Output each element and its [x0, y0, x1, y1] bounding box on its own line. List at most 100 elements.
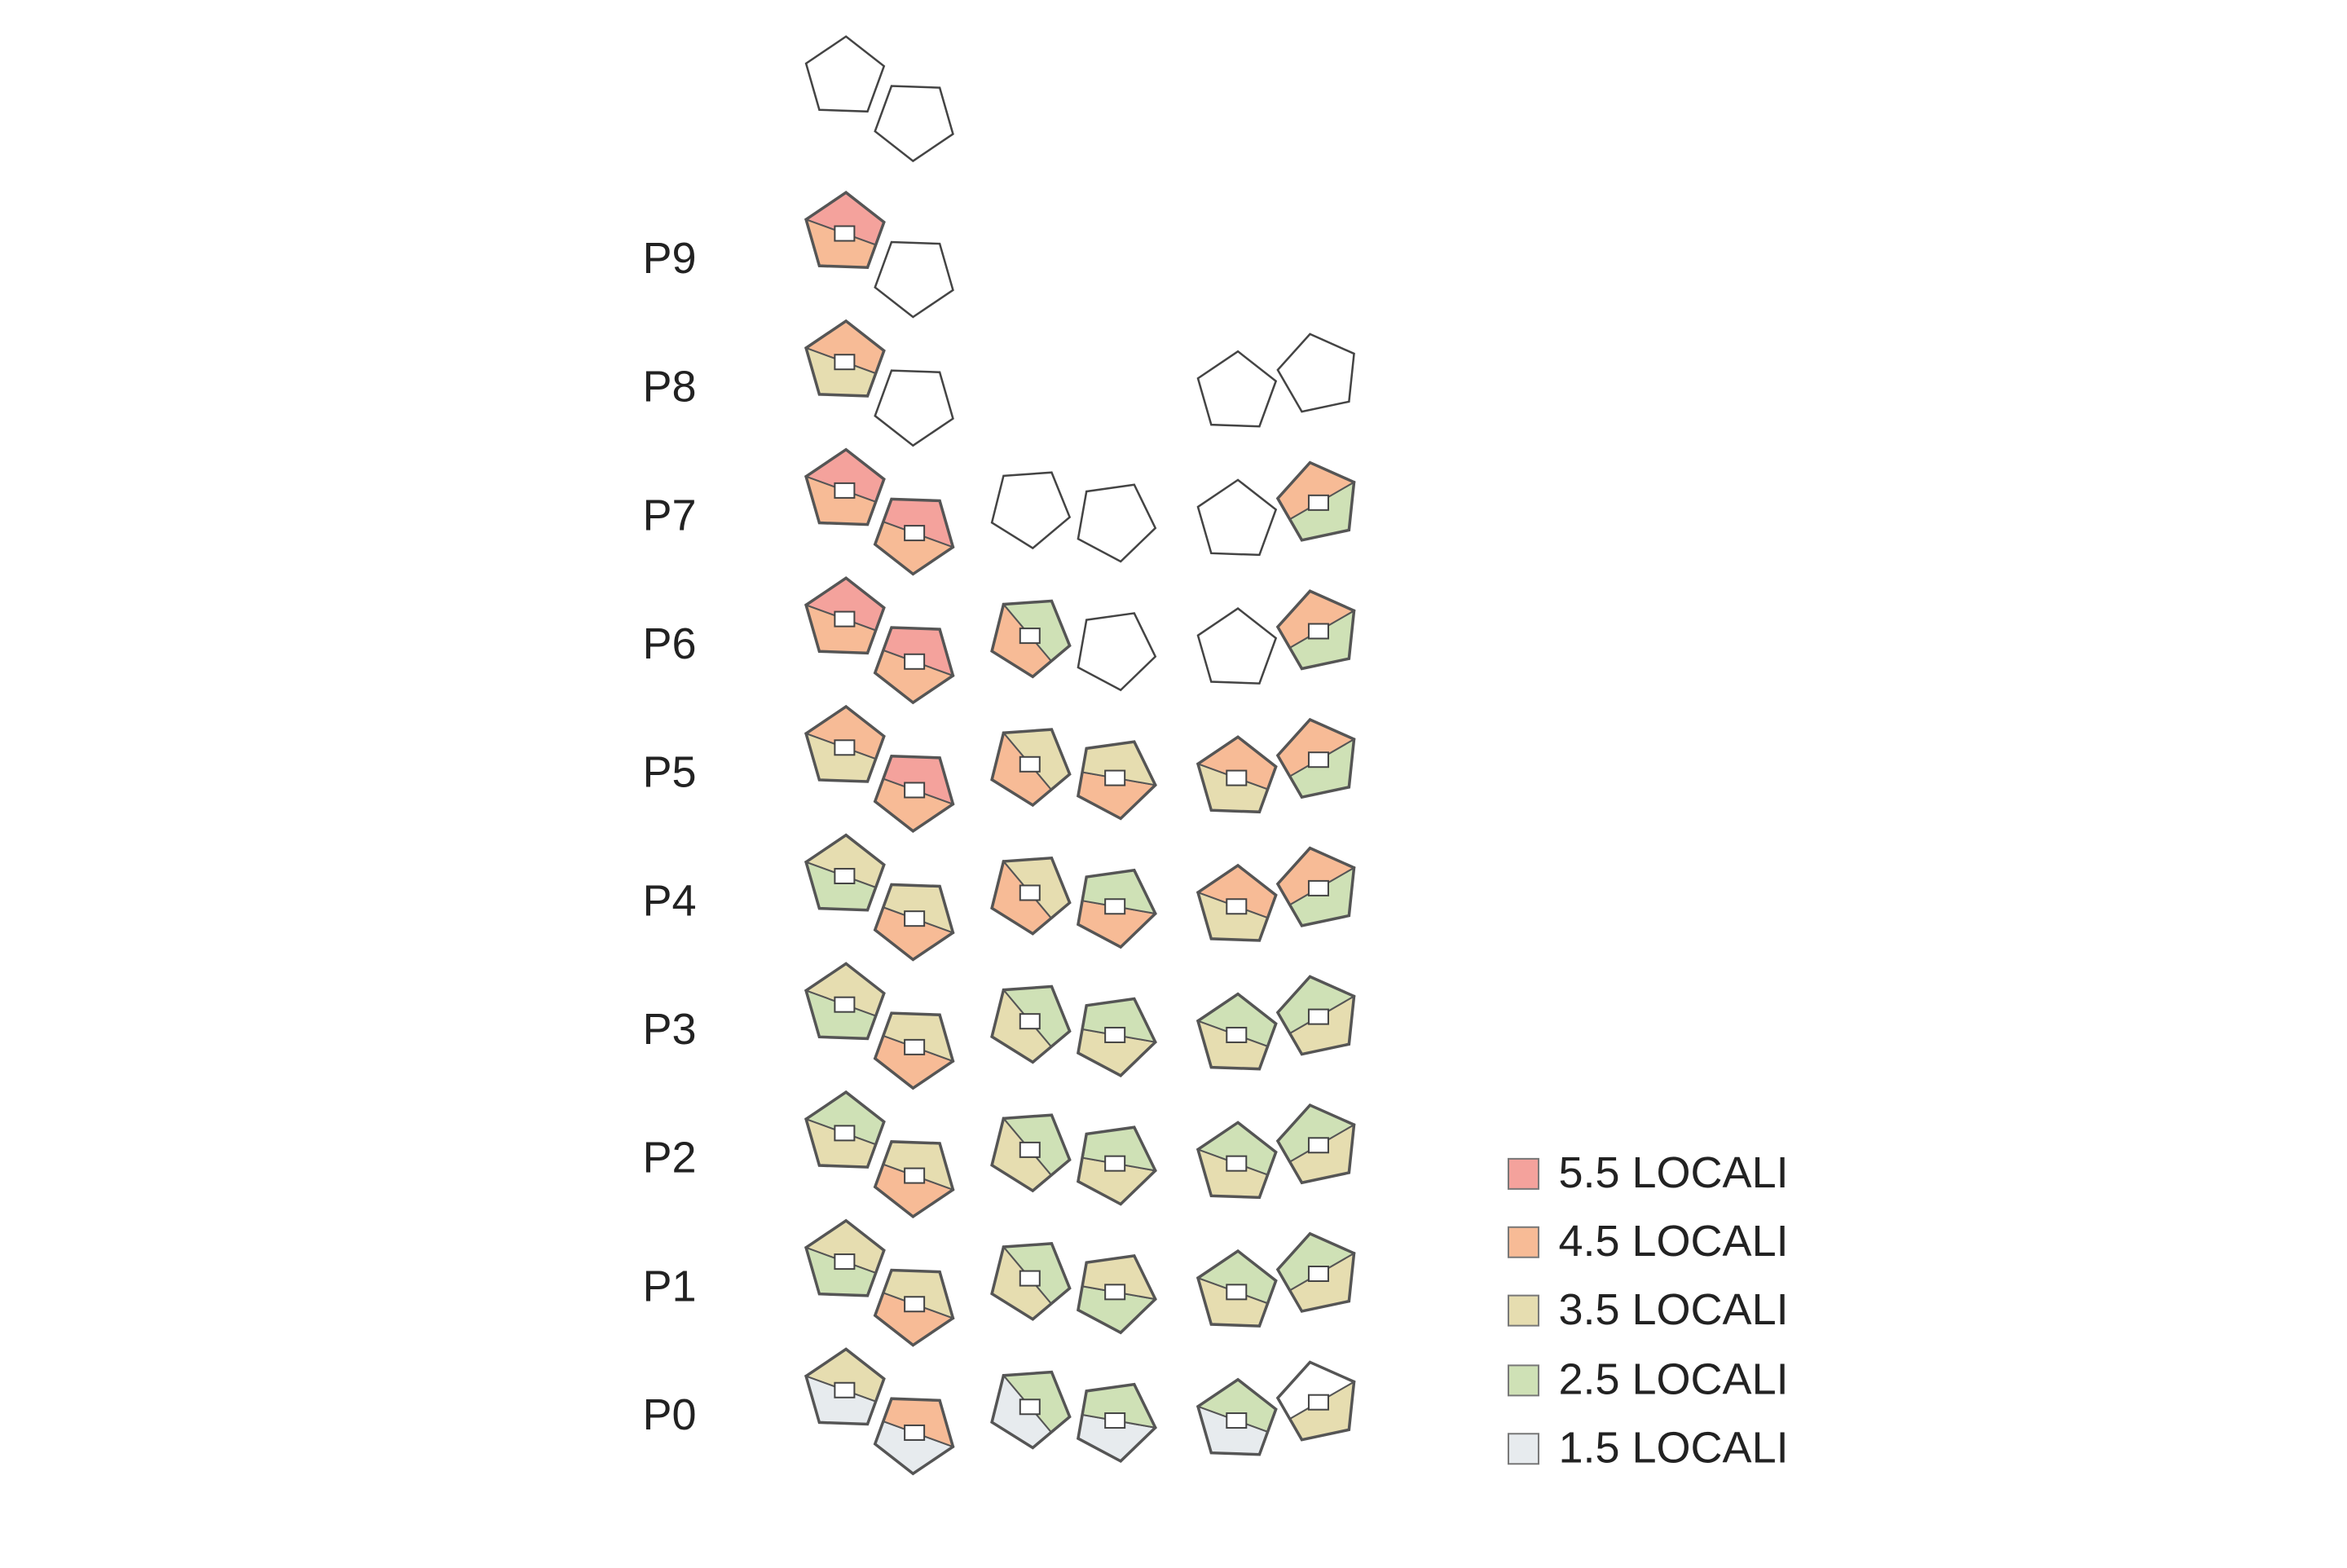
stair-core	[834, 482, 856, 499]
outline	[1275, 1103, 1356, 1185]
outline	[804, 1347, 886, 1426]
floor-plan	[1196, 846, 1356, 942]
stair-core	[834, 225, 856, 242]
stair-core	[834, 867, 856, 884]
legend-swatch	[1507, 1433, 1539, 1465]
floor-label: P5	[642, 748, 696, 797]
outline	[873, 754, 955, 833]
floor-plan	[804, 962, 955, 1090]
stair-core	[904, 525, 926, 542]
floor-plan	[990, 728, 1157, 821]
outline	[804, 1090, 886, 1169]
stair-core	[904, 653, 926, 670]
floor-plan	[804, 1347, 955, 1476]
unit	[1198, 506, 1268, 555]
outline	[990, 599, 1072, 679]
floor-label: P0	[642, 1390, 696, 1439]
outline	[990, 1370, 1072, 1450]
outline	[1076, 1382, 1157, 1464]
outline	[1275, 1231, 1356, 1313]
floor-label: P2	[642, 1134, 696, 1183]
outline	[873, 883, 955, 962]
floor-plan	[990, 599, 1157, 692]
legend-label: 3.5 LOCALI	[1558, 1285, 1788, 1334]
unit	[806, 63, 876, 112]
stair-core	[1307, 1394, 1329, 1411]
floor-plan	[804, 319, 954, 447]
stair-core	[834, 1125, 856, 1142]
stair-core	[1226, 1284, 1248, 1301]
stair-core	[1226, 1026, 1248, 1043]
outline	[804, 704, 886, 783]
outline	[1196, 478, 1278, 557]
stair-core	[904, 1296, 926, 1313]
stair-core	[1104, 1284, 1126, 1301]
floor-plan	[1196, 1103, 1356, 1200]
stair-core	[1104, 769, 1126, 786]
stair-core	[1104, 1026, 1126, 1043]
unit	[1082, 613, 1156, 657]
stair-core	[1019, 1013, 1041, 1030]
outline	[990, 984, 1072, 1064]
outline	[1196, 863, 1278, 942]
floor-plan	[1196, 1360, 1356, 1456]
stair-core	[1226, 1412, 1248, 1429]
floor-plan	[804, 447, 955, 576]
floor-label: P3	[642, 1005, 696, 1054]
floor-plan	[990, 856, 1157, 949]
unit	[874, 108, 953, 161]
outline	[1275, 1360, 1356, 1442]
outline	[873, 1268, 955, 1347]
floor-plan	[804, 576, 955, 705]
stair-core	[1019, 755, 1041, 773]
stair-core	[1307, 879, 1329, 896]
outline	[990, 471, 1072, 550]
outline	[873, 1011, 955, 1090]
outline	[873, 1397, 955, 1476]
stair-core	[1019, 1141, 1041, 1158]
unit	[1077, 643, 1156, 690]
floor-plan	[1196, 333, 1355, 428]
unit	[1198, 351, 1276, 404]
outline	[1275, 589, 1356, 671]
stair-core	[904, 1167, 926, 1184]
outline	[1196, 1249, 1278, 1328]
unit	[874, 264, 953, 318]
outline	[874, 240, 954, 319]
outline	[1076, 868, 1157, 949]
outline	[873, 626, 955, 705]
stair-core	[904, 782, 926, 799]
floor-plan	[1196, 460, 1356, 557]
stair-core	[1307, 1008, 1329, 1025]
stair-core	[1019, 884, 1041, 901]
unit	[1289, 353, 1354, 412]
stair-core	[1019, 1398, 1041, 1416]
outline	[804, 833, 886, 912]
unit	[1277, 333, 1354, 391]
stair-core	[1104, 1412, 1126, 1429]
stair-core	[904, 1424, 926, 1441]
floor-label: P4	[642, 876, 696, 925]
outline	[1196, 992, 1278, 1071]
stair-core	[834, 354, 856, 371]
outline	[804, 576, 886, 655]
legend-swatch	[1507, 1226, 1539, 1258]
outline	[804, 319, 886, 398]
outline	[1196, 1377, 1278, 1456]
floor-plan	[990, 1113, 1157, 1206]
floor-label: P6	[642, 619, 696, 668]
outline	[1076, 997, 1157, 1077]
stair-core	[904, 910, 926, 927]
stair-core	[904, 1038, 926, 1055]
floor-plan	[1196, 589, 1356, 685]
stair-core	[1307, 1265, 1329, 1282]
outline	[990, 1113, 1072, 1193]
floor-plan	[804, 1218, 955, 1347]
floor-label: P9	[642, 234, 696, 283]
outline	[990, 728, 1072, 808]
stair-core	[834, 739, 856, 756]
unit	[883, 370, 953, 419]
legend-swatch	[1507, 1294, 1539, 1327]
outline	[1077, 612, 1157, 692]
